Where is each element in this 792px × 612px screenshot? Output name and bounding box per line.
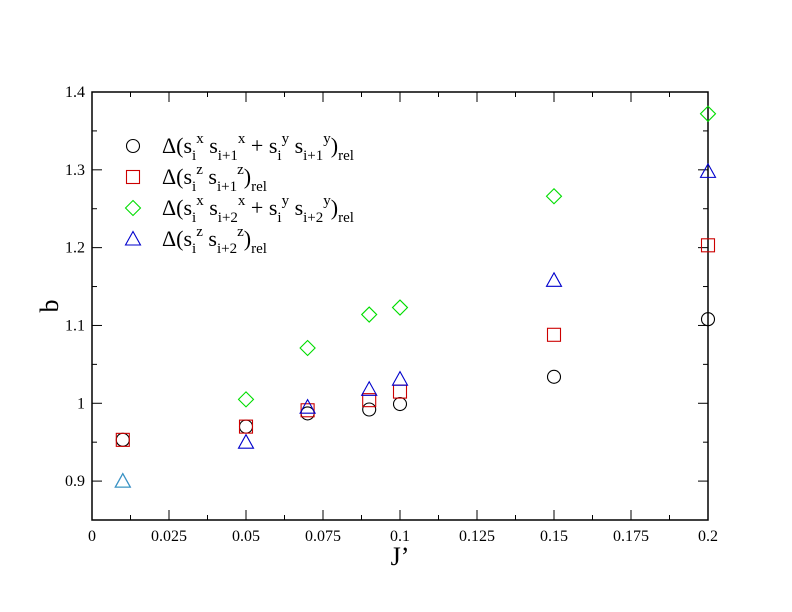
square-point [362, 393, 377, 408]
triangle-point [299, 398, 317, 414]
y-tick-label: 1.2 [65, 240, 85, 257]
legend-label: Δ(six si+1x + siy si+1y)rel [162, 131, 354, 164]
y-tick-label: 1 [77, 395, 85, 412]
square-point [238, 419, 254, 434]
y-tick-label: 1.4 [65, 84, 85, 101]
y-tick-label: 0.9 [65, 473, 85, 490]
square-point [546, 327, 562, 342]
triangle-point [391, 370, 409, 386]
diamond-point [699, 105, 717, 123]
legend-triangle-marker [124, 230, 142, 246]
x-tick-label: 0.125 [459, 528, 495, 545]
series-xy_nnn [237, 105, 717, 408]
x-tick-label: 0.15 [540, 528, 568, 545]
y-tick-label: 1.3 [65, 162, 85, 179]
triangle-point [545, 271, 563, 287]
x-tick-label: 0.1 [390, 528, 410, 545]
legend-entry-xy_nnn: Δ(six si+2x + siy si+2y)rel [124, 193, 354, 226]
square-point [115, 432, 130, 447]
legend-label: Δ(six si+2x + siy si+2y)rel [162, 193, 354, 226]
overlap-triangle-point [114, 472, 132, 488]
legend-label: Δ(siz si+1z)rel [162, 162, 267, 195]
x-axis-title: J’ [391, 542, 410, 571]
circle-point [546, 369, 562, 384]
legend-entry-xy_nn: Δ(six si+1x + siy si+1y)rel [125, 131, 354, 164]
circle-point [362, 402, 377, 417]
x-tick-label: 0.175 [613, 528, 649, 545]
diamond-point [545, 187, 563, 205]
x-tick-label: 0.075 [305, 528, 341, 545]
legend-diamond-marker [124, 199, 142, 217]
diamond-point [299, 339, 316, 357]
legend-square-marker [125, 169, 141, 185]
y-axis-title: b [35, 300, 64, 313]
series-zz_nn [115, 238, 716, 447]
legend-entry-zz_nn: Δ(siz si+1z)rel [125, 162, 267, 195]
y-tick-label: 1.1 [65, 317, 85, 334]
x-tick-label: 0.05 [232, 528, 260, 545]
x-tick-label: 0 [88, 528, 96, 545]
triangle-point [699, 162, 717, 178]
legend-entry-zz_nnn: Δ(siz si+2z)rel [124, 224, 267, 257]
x-tick-label: 0.2 [698, 528, 718, 545]
square-point [700, 238, 716, 253]
legend-circle-marker [125, 138, 141, 154]
circle-point [700, 312, 716, 327]
triangle-point [237, 433, 255, 449]
diamond-point [237, 391, 255, 408]
legend-label: Δ(siz si+2z)rel [162, 224, 267, 257]
diamond-point [391, 299, 409, 316]
plot-frame [91, 91, 709, 521]
tick-labels: 0 0.025 0.05 0.075 0.1 0.125 0.15 0.175 0.2 0.9 1 1… [65, 84, 718, 545]
diamond-point [360, 306, 378, 323]
x-tick-label: 0.025 [151, 528, 187, 545]
triangle-point [360, 380, 378, 396]
data-points [114, 105, 717, 488]
